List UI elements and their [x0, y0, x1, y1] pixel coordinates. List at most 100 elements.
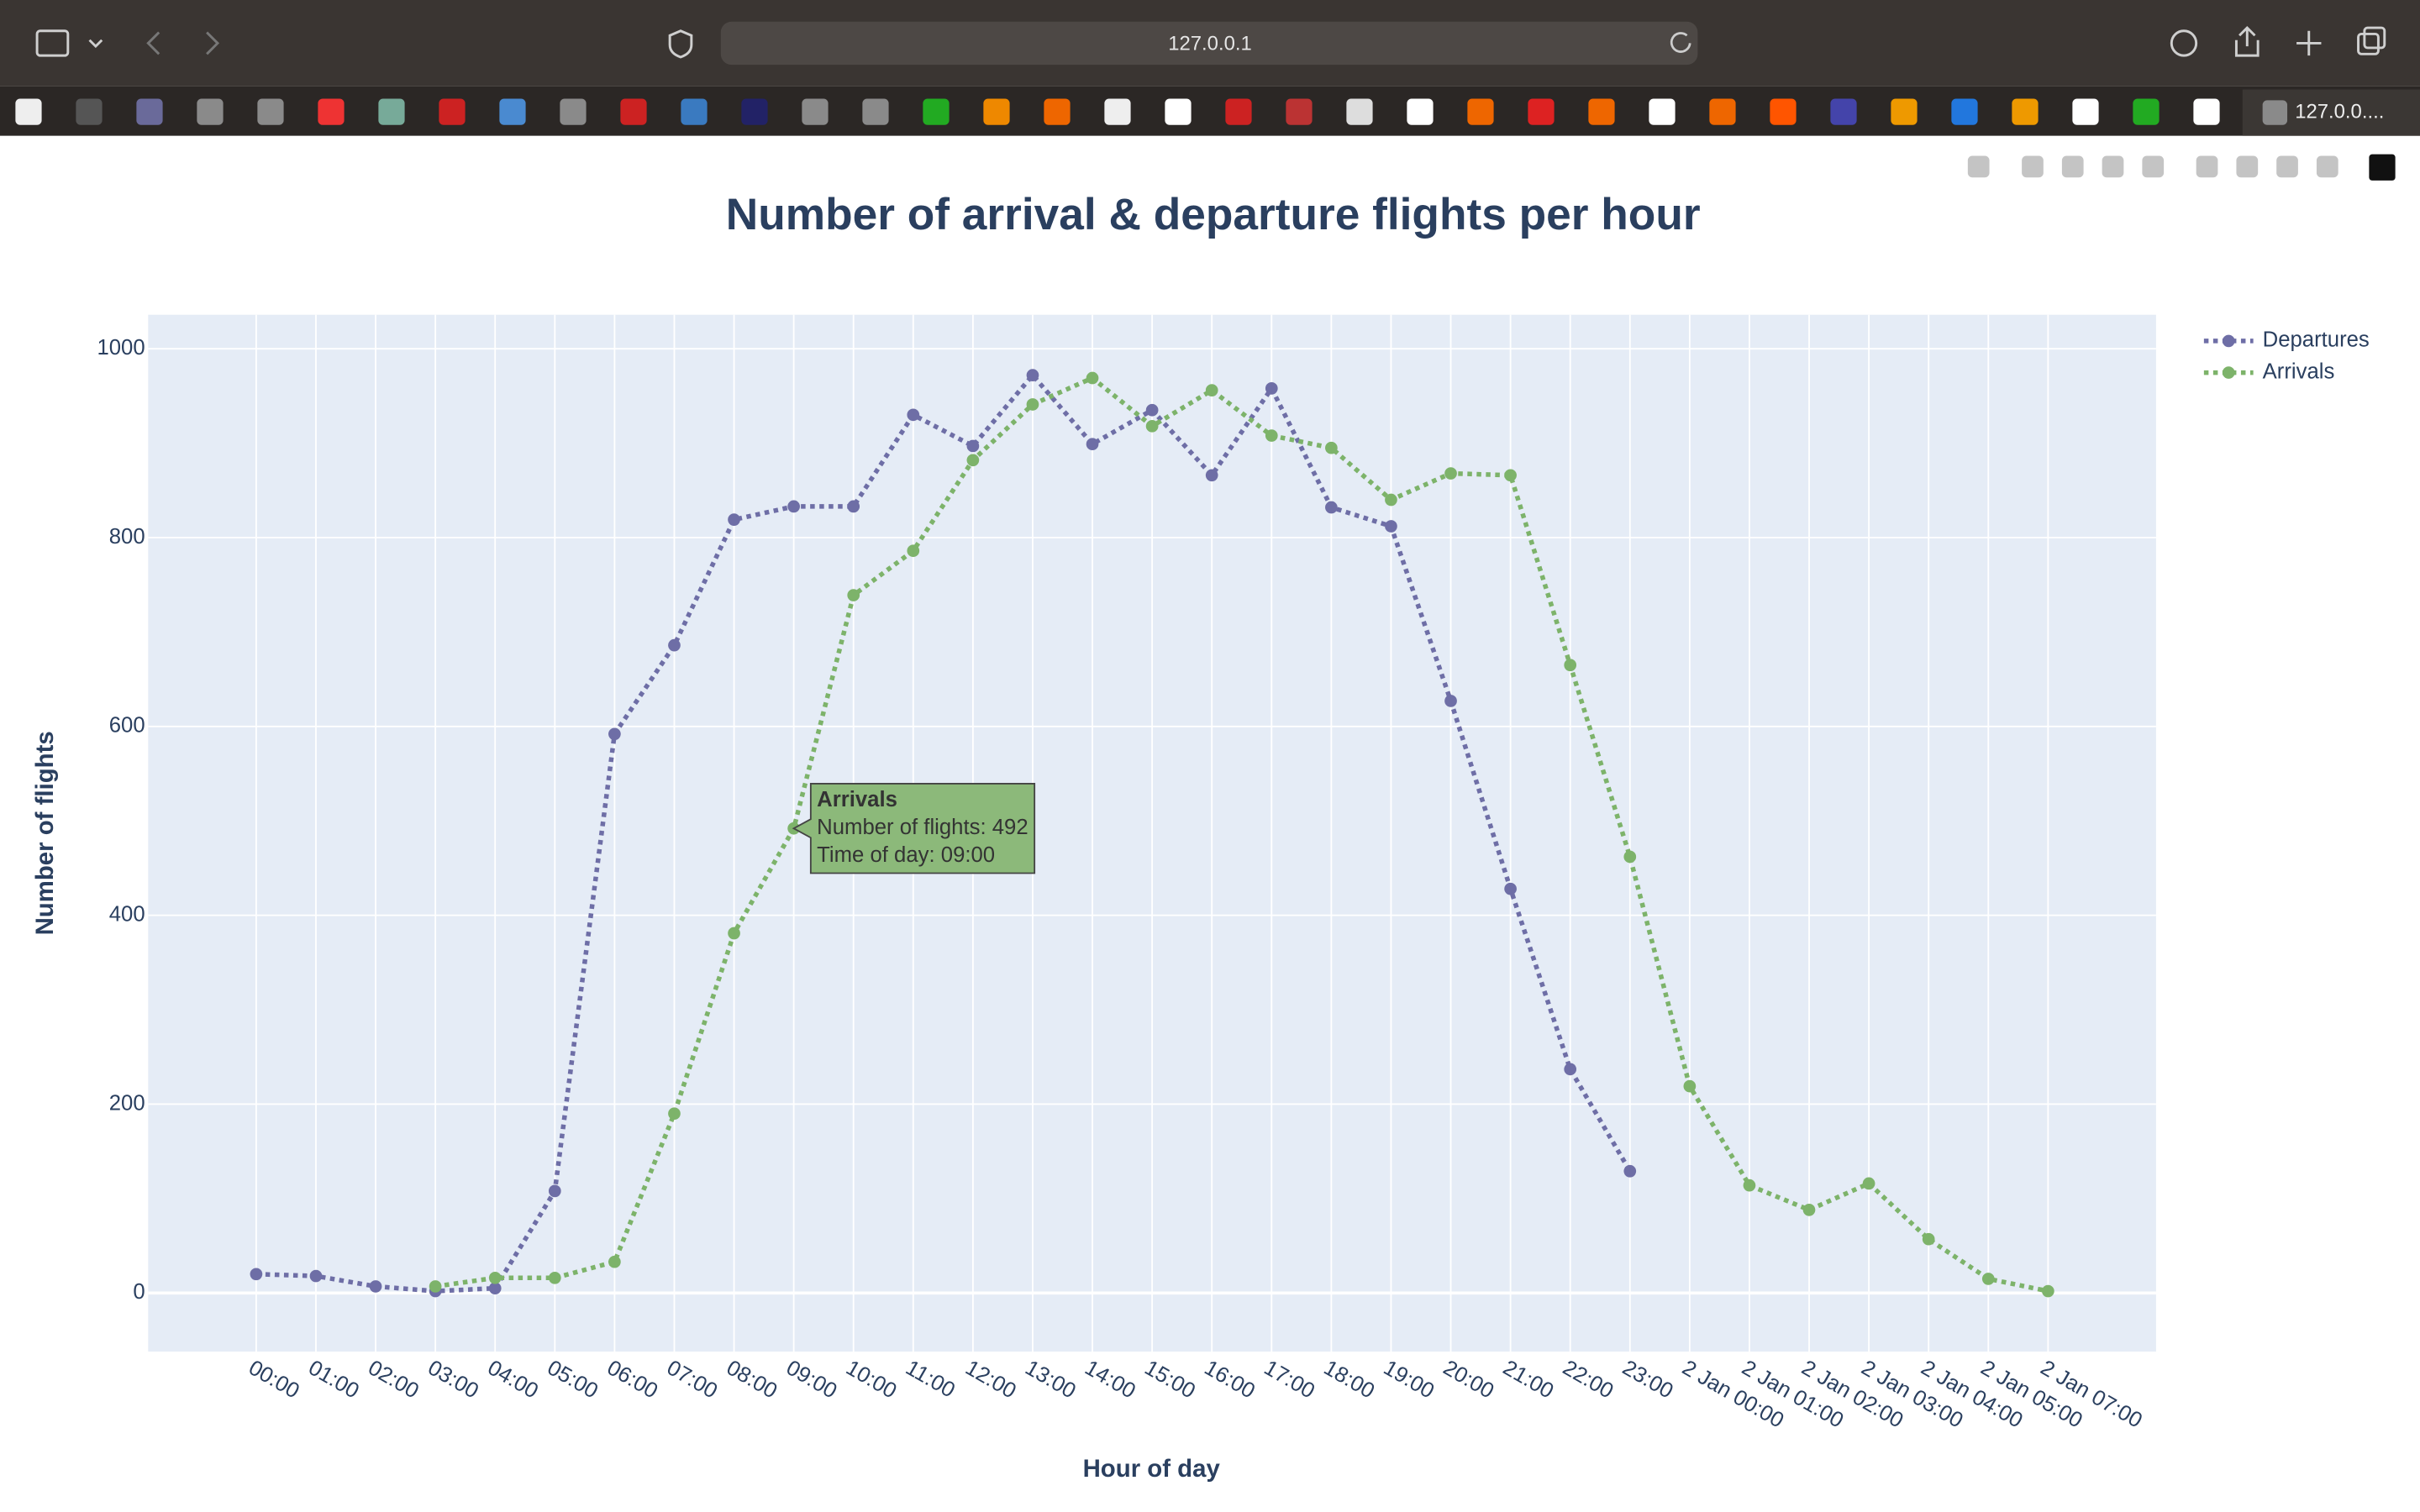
data-point[interactable] [548, 1184, 561, 1198]
data-point[interactable] [309, 1269, 323, 1283]
modebar-button[interactable] [2196, 155, 2218, 178]
data-point[interactable] [1205, 384, 1218, 396]
tab-favicon[interactable] [802, 98, 829, 125]
tab-favicon[interactable] [1891, 98, 1918, 125]
tab-favicon[interactable] [1467, 98, 1494, 125]
tab-favicon[interactable] [1830, 98, 1857, 125]
data-point[interactable] [1623, 850, 1637, 864]
tab-favicon[interactable] [1044, 98, 1071, 125]
tab-favicon[interactable] [983, 98, 1010, 125]
modebar-button[interactable] [2142, 155, 2165, 178]
tab-favicon[interactable] [136, 98, 163, 125]
data-point[interactable] [369, 1280, 382, 1293]
tab-favicon[interactable] [741, 98, 768, 125]
data-point[interactable] [907, 408, 920, 422]
data-point[interactable] [1922, 1232, 1935, 1246]
data-point[interactable] [1385, 493, 1397, 507]
data-point[interactable] [1026, 369, 1039, 381]
tab-favicon[interactable] [923, 98, 950, 125]
downloads-button[interactable] [2170, 29, 2198, 57]
modebar-button[interactable] [2236, 155, 2259, 178]
data-point[interactable] [907, 544, 920, 558]
data-point[interactable] [1145, 403, 1159, 417]
tab-favicon[interactable] [257, 98, 284, 125]
tab-favicon[interactable] [681, 98, 708, 125]
data-point[interactable] [1205, 469, 1218, 482]
tab-favicon[interactable] [1951, 98, 1978, 125]
data-point[interactable] [548, 1271, 561, 1284]
data-point[interactable] [1265, 382, 1278, 395]
data-point[interactable] [1862, 1177, 1876, 1190]
data-point[interactable] [1265, 429, 1278, 442]
new-tab-button[interactable] [2296, 30, 2322, 56]
sidebar-menu[interactable] [88, 39, 103, 49]
tab-favicon[interactable] [1225, 98, 1252, 125]
data-point[interactable] [668, 1107, 681, 1121]
tab-favicon[interactable] [15, 98, 42, 125]
data-point[interactable] [1325, 501, 1338, 514]
tab-overview-button[interactable] [2357, 32, 2380, 55]
tab-favicon[interactable] [318, 98, 345, 125]
legend-label[interactable]: Departures [2263, 328, 2370, 352]
tab-favicon[interactable] [2012, 98, 2039, 125]
tab-favicon[interactable] [378, 98, 405, 125]
tab-favicon[interactable] [1346, 98, 1373, 125]
data-point[interactable] [1564, 1063, 1577, 1076]
modebar-button[interactable] [2022, 155, 2044, 178]
tab-favicon[interactable] [1588, 98, 1615, 125]
tab-favicon[interactable] [1165, 98, 1192, 125]
data-point[interactable] [1981, 1273, 1995, 1285]
data-point[interactable] [608, 727, 621, 741]
data-point[interactable] [1623, 1164, 1637, 1178]
data-point[interactable] [847, 500, 860, 513]
modebar-button[interactable] [2316, 155, 2338, 178]
data-point[interactable] [1802, 1204, 1816, 1216]
data-point[interactable] [847, 589, 860, 601]
data-point[interactable] [1504, 882, 1517, 895]
tab-favicon[interactable] [1104, 98, 1131, 125]
data-point[interactable] [1504, 469, 1517, 482]
data-point[interactable] [1325, 441, 1338, 454]
tab-favicon[interactable] [1407, 98, 1434, 125]
tab-favicon[interactable] [76, 98, 103, 125]
tab-favicon[interactable] [2193, 98, 2220, 125]
tab-favicon[interactable] [620, 98, 647, 125]
data-point[interactable] [966, 439, 980, 453]
data-point[interactable] [728, 927, 740, 940]
data-point[interactable] [1444, 695, 1457, 707]
data-point[interactable] [488, 1271, 502, 1284]
tab-favicon[interactable] [1709, 98, 1736, 125]
tab-favicon[interactable] [197, 98, 224, 125]
data-point[interactable] [1683, 1079, 1697, 1093]
tab-favicon[interactable] [2133, 98, 2160, 125]
tab-favicon[interactable] [1770, 98, 1797, 125]
data-point[interactable] [250, 1268, 263, 1281]
modebar-button[interactable] [2061, 155, 2084, 178]
tab-favicon[interactable] [2072, 98, 2099, 125]
data-point[interactable] [668, 638, 681, 652]
tab-favicon[interactable] [560, 98, 587, 125]
data-point[interactable] [2042, 1284, 2054, 1298]
tab-favicon[interactable] [439, 98, 466, 125]
tab-favicon[interactable] [1286, 98, 1313, 125]
data-point[interactable] [1564, 659, 1577, 672]
sidebar-button[interactable] [35, 29, 70, 57]
data-point[interactable] [1026, 398, 1039, 411]
data-point[interactable] [787, 500, 800, 513]
address-bar[interactable] [720, 21, 1698, 66]
tab-favicon[interactable] [1649, 98, 1676, 125]
data-point[interactable] [1385, 520, 1397, 533]
plotly-logo[interactable] [2369, 154, 2396, 181]
data-point[interactable] [728, 513, 740, 526]
modebar-button[interactable] [2276, 155, 2298, 178]
tab-favicon[interactable] [862, 98, 889, 125]
data-point[interactable] [1145, 419, 1159, 433]
reload-button[interactable] [1670, 32, 1691, 53]
privacy-icon[interactable] [668, 29, 693, 59]
data-point[interactable] [1743, 1179, 1756, 1192]
legend-label[interactable]: Arrivals [2263, 360, 2335, 383]
data-point[interactable] [1444, 467, 1457, 480]
forward-button[interactable] [206, 31, 220, 55]
tab-favicon[interactable] [499, 98, 526, 125]
tab-favicon[interactable] [1528, 98, 1555, 125]
